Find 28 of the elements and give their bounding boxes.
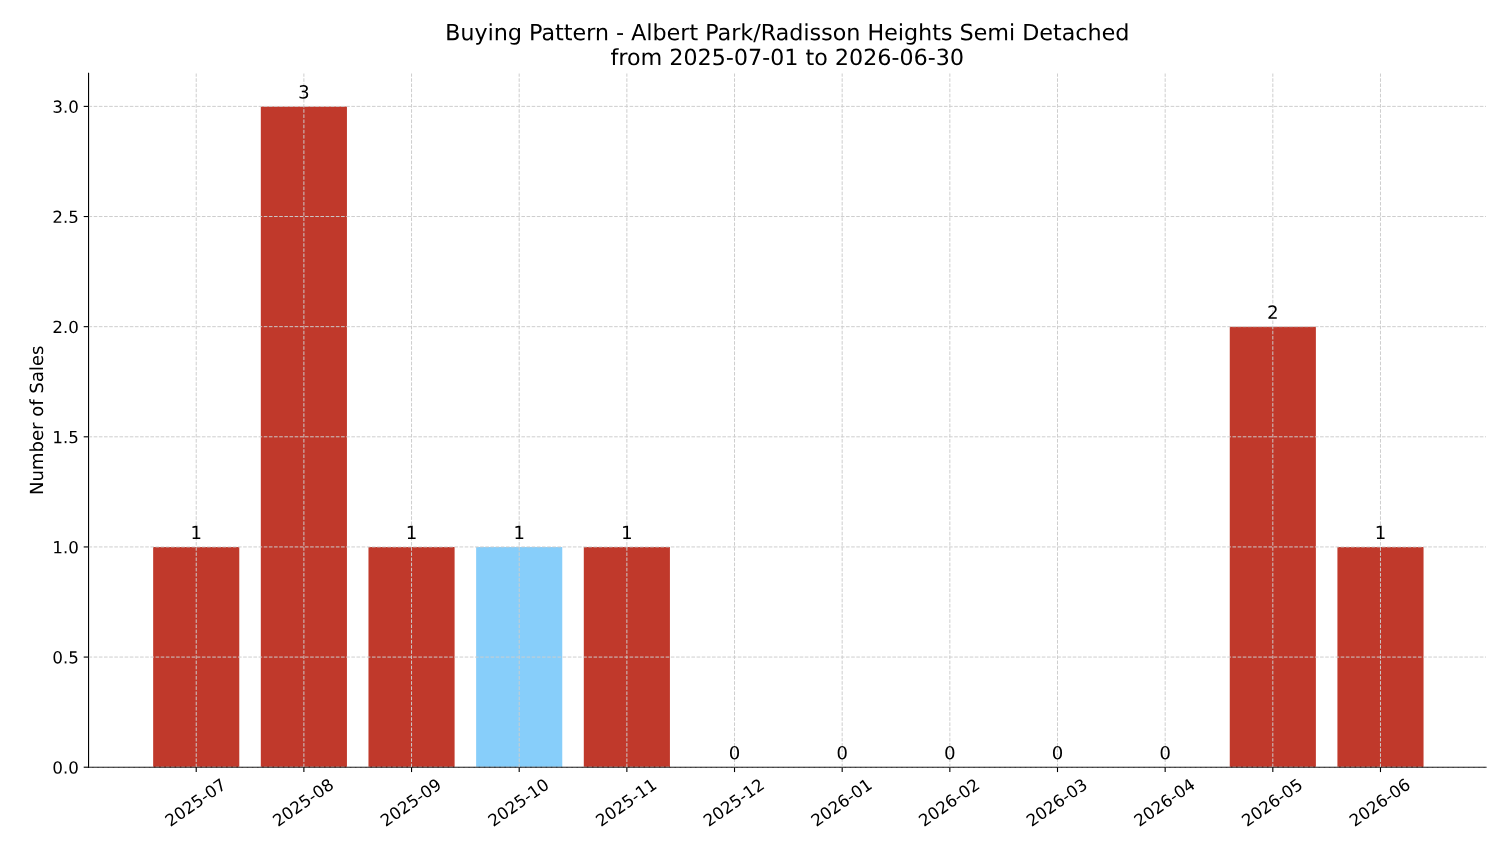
bar (476, 546, 563, 768)
data-label: 1 (192, 525, 201, 540)
data-label: 0 (1160, 745, 1170, 760)
data-label: 0 (1052, 745, 1063, 760)
data-label: 1 (623, 525, 631, 540)
data-label: 0 (945, 745, 955, 760)
bar (1229, 326, 1316, 768)
data-label: 1 (407, 525, 416, 540)
y-tick-label: 1.0 (54, 540, 78, 554)
bar (1337, 546, 1424, 768)
bar (583, 546, 670, 768)
y-tick-label: 1.5 (54, 430, 78, 444)
chart-title: Buying Pattern - Albert Park/Radisson Heights Semi Detached from 2025-07-01 to 2026-06-30 (447, 23, 1128, 66)
y-axis-title: Number of Sales (29, 346, 44, 494)
bar (368, 546, 455, 768)
data-label: 3 (299, 85, 309, 99)
y-tick-label: 2.5 (53, 210, 78, 224)
y-tick-label: 0.0 (53, 761, 78, 774)
data-label: 1 (515, 525, 524, 540)
data-label: 1 (1376, 525, 1385, 540)
data-label: 0 (837, 745, 847, 760)
y-tick-label: 3.0 (53, 100, 78, 113)
bar (260, 106, 347, 768)
data-label: 2 (1268, 305, 1277, 319)
y-tick-label: 0.5 (53, 651, 78, 664)
bar (153, 546, 240, 768)
data-label: 0 (729, 745, 740, 760)
y-tick-label: 2.0 (53, 320, 78, 334)
